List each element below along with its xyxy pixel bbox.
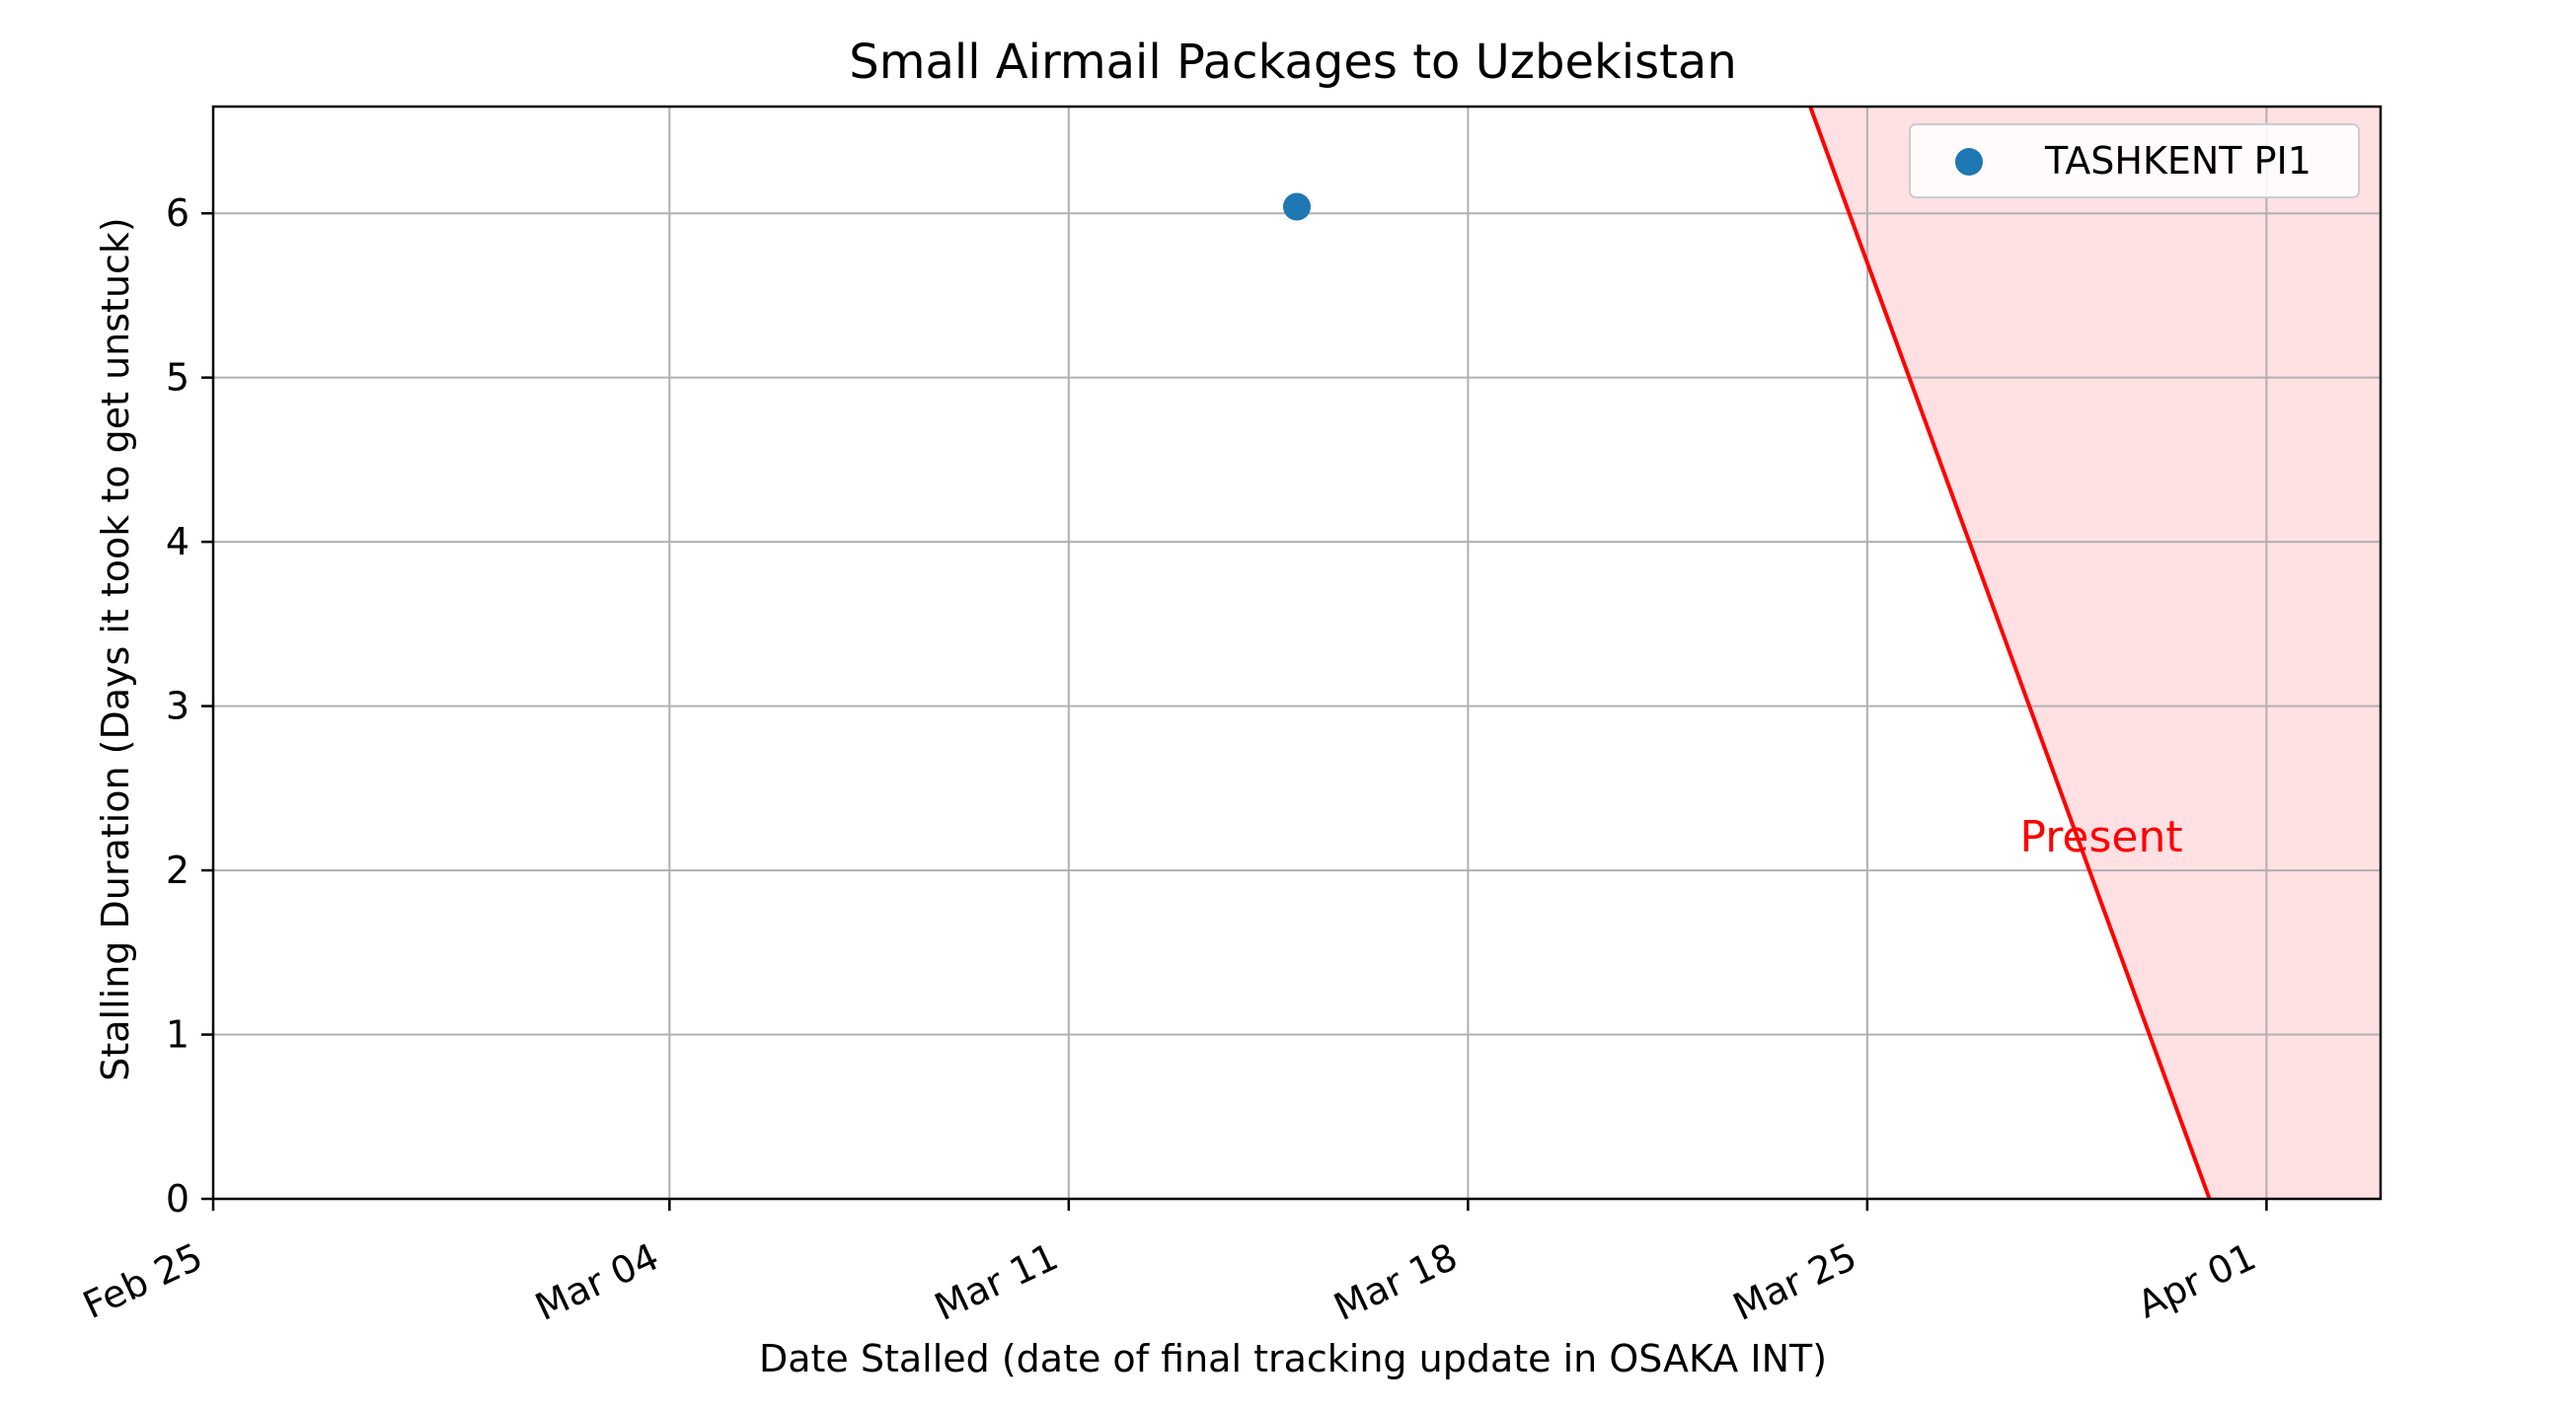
present-shaded-region [1810, 107, 2381, 1199]
y-tick-label: 2 [166, 849, 189, 892]
scatter-points [1283, 192, 1311, 221]
x-axis-label: Date Stalled (date of final tracking upd… [759, 1337, 1827, 1380]
y-tick-label: 4 [166, 520, 189, 563]
legend-label: TASHKENT PI1 [2044, 139, 2311, 183]
chart-title: Small Airmail Packages to Uzbekistan [849, 35, 1737, 90]
y-axis-label: Stalling Duration (Days it took to get u… [94, 217, 137, 1081]
legend-marker [1955, 148, 1983, 176]
y-tick-label: 6 [166, 191, 189, 235]
present-label: Present [2020, 812, 2183, 862]
present-line-group [1808, 106, 2212, 1200]
legend-box [1909, 123, 2360, 198]
plot-area-frame [211, 105, 2383, 1201]
legend: TASHKENT PI1 [1909, 123, 2360, 198]
y-tick-label: 3 [166, 685, 189, 728]
y-tick-label: 5 [166, 356, 189, 400]
present-region-fill [1810, 107, 2381, 1199]
present-line [1808, 106, 2212, 1200]
y-tick-label: 1 [166, 1013, 189, 1057]
y-tick-label: 0 [166, 1177, 189, 1221]
data-point [1283, 192, 1311, 221]
